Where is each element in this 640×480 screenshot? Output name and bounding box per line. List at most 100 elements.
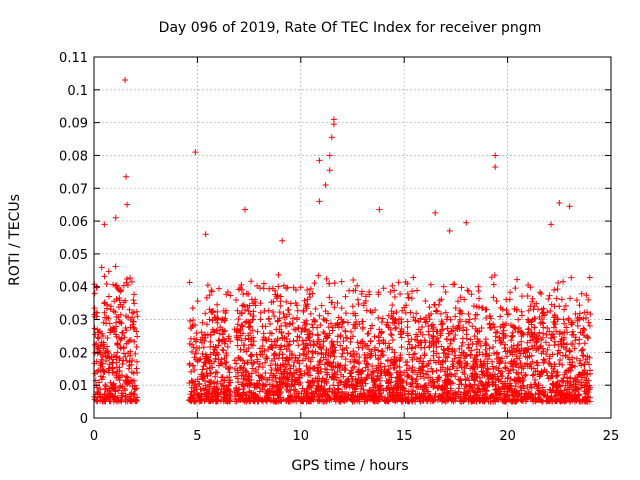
data-point — [198, 371, 205, 378]
data-point — [98, 264, 105, 271]
data-point — [131, 325, 138, 332]
data-point — [114, 340, 121, 347]
data-point — [326, 167, 333, 174]
data-point — [447, 340, 454, 347]
data-point — [556, 200, 563, 207]
data-point — [102, 382, 109, 389]
data-point — [222, 389, 229, 396]
data-point — [105, 268, 112, 275]
data-point — [192, 321, 199, 328]
data-point — [95, 335, 102, 342]
data-point — [91, 290, 98, 297]
data-point — [218, 386, 225, 393]
data-point — [106, 355, 113, 362]
data-point — [518, 312, 525, 319]
data-point — [94, 390, 101, 397]
data-point — [205, 391, 212, 398]
data-point — [123, 173, 130, 180]
data-point — [132, 350, 139, 357]
data-point — [514, 342, 521, 349]
data-point — [376, 340, 383, 347]
data-point — [311, 280, 318, 287]
data-point — [96, 379, 103, 386]
data-point — [490, 344, 497, 351]
data-point — [402, 359, 409, 366]
data-point — [194, 376, 201, 383]
data-point — [301, 297, 308, 304]
data-point — [216, 337, 223, 344]
data-point — [290, 315, 297, 322]
data-point — [201, 337, 208, 344]
data-point — [287, 300, 294, 307]
y-tick-label: 0.1 — [67, 84, 88, 99]
data-point — [367, 325, 374, 332]
data-point — [551, 287, 558, 294]
data-point — [323, 317, 330, 324]
data-point — [395, 279, 402, 286]
data-point — [490, 321, 497, 328]
data-point — [214, 378, 221, 385]
data-point — [438, 296, 445, 303]
data-point — [312, 305, 319, 312]
data-point — [210, 380, 217, 387]
data-point — [222, 315, 229, 322]
data-point — [471, 333, 478, 340]
data-point — [207, 338, 214, 345]
data-point — [247, 352, 254, 359]
data-point — [430, 379, 437, 386]
data-point — [504, 311, 511, 318]
data-points — [91, 76, 594, 405]
data-point — [208, 288, 215, 295]
data-point — [475, 287, 482, 294]
data-point — [379, 315, 386, 322]
data-point — [115, 304, 122, 311]
data-point — [444, 313, 451, 320]
data-point — [105, 367, 112, 374]
data-point — [93, 313, 100, 320]
data-point — [531, 324, 538, 331]
data-point — [113, 333, 120, 340]
data-point — [497, 313, 504, 320]
data-point — [193, 344, 200, 351]
data-point — [553, 372, 560, 379]
data-point — [317, 344, 324, 351]
data-point — [101, 221, 108, 228]
data-point — [220, 396, 227, 403]
data-point — [186, 279, 193, 286]
data-point — [206, 364, 213, 371]
data-point — [220, 328, 227, 335]
data-point — [327, 320, 334, 327]
data-point — [578, 290, 585, 297]
data-point — [519, 293, 526, 300]
data-point — [94, 345, 101, 352]
data-point — [290, 338, 297, 345]
data-point — [558, 296, 565, 303]
data-point — [524, 292, 531, 299]
data-point — [109, 365, 116, 372]
data-point — [534, 359, 541, 366]
data-point — [93, 358, 100, 365]
data-point — [482, 336, 489, 343]
data-point — [469, 323, 476, 330]
data-point — [367, 308, 374, 315]
data-point — [299, 337, 306, 344]
data-point — [239, 302, 246, 309]
data-point — [338, 278, 345, 285]
data-point — [503, 296, 510, 303]
data-point — [250, 308, 257, 315]
data-point — [487, 324, 494, 331]
data-point — [202, 231, 209, 238]
data-point — [130, 324, 137, 331]
data-point — [97, 367, 104, 374]
data-point — [216, 285, 223, 292]
x-tick-label: 0 — [90, 429, 98, 444]
data-point — [563, 341, 570, 348]
data-point — [103, 281, 110, 288]
data-point — [442, 309, 449, 316]
data-point — [279, 237, 286, 244]
data-point — [294, 314, 301, 321]
data-point — [422, 319, 429, 326]
x-tick-label: 15 — [396, 429, 413, 444]
data-point — [310, 342, 317, 349]
